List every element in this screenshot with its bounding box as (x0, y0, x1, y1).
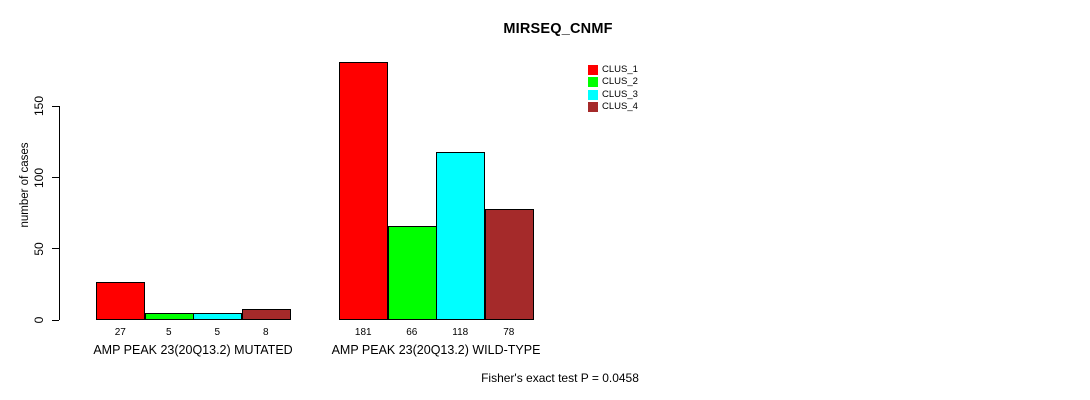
y-axis-title: number of cases (19, 142, 31, 228)
legend-label: CLUS_1 (602, 64, 638, 75)
legend-item-clus_1: CLUS_1 (588, 65, 638, 75)
bar-value-label: 78 (503, 327, 515, 338)
fisher-test-annotation: Fisher's exact test P = 0.0458 (481, 371, 639, 385)
y-axis-tick-label: 150 (32, 96, 46, 117)
bar-value-label: 118 (452, 327, 469, 338)
legend-item-clus_3: CLUS_3 (588, 88, 638, 100)
bar-value-label: 5 (214, 327, 221, 338)
legend-item-clus_2: CLUS_2 (588, 76, 638, 88)
y-axis-tick (52, 177, 59, 179)
bar-clus_4-group2 (484, 208, 534, 320)
legend-swatch-clus_2 (588, 77, 598, 88)
bar-clus_1-group1 (96, 281, 145, 320)
y-axis-line (59, 106, 60, 320)
bar-clus_2-group1 (144, 312, 194, 320)
legend-swatch-clus_1 (588, 65, 598, 75)
legend-label: CLUS_3 (602, 88, 638, 100)
y-axis-tick (52, 248, 59, 250)
bar-clus_2-group2 (387, 226, 437, 320)
legend-swatch-clus_4 (588, 102, 598, 113)
y-axis-tick-label: 100 (32, 167, 46, 188)
legend-swatch-clus_3 (588, 89, 598, 100)
y-axis-tick-label: 0 (32, 316, 46, 324)
legend: CLUS_1 CLUS_2 CLUS_3 CLUS_4 (588, 65, 638, 115)
bar-value-label: 27 (114, 327, 126, 338)
legend-item-clus_4: CLUS_4 (588, 101, 638, 113)
bar-value-label: 181 (354, 327, 372, 338)
bar-clus_4-group1 (241, 308, 291, 320)
bar-clus_3-group2 (436, 151, 485, 320)
y-axis-tick-label: 50 (32, 242, 46, 256)
legend-label: CLUS_4 (602, 101, 638, 113)
legend-label: CLUS_2 (602, 76, 638, 88)
category-label: AMP PEAK 23(20Q13.2) WILD-TYPE (331, 343, 541, 357)
chart-title: MIRSEQ_CNMF (503, 21, 613, 37)
bar-clus_3-group1 (193, 312, 242, 320)
bar-value-label: 8 (262, 327, 269, 338)
bar-value-label: 5 (165, 327, 172, 338)
bar-value-label: 66 (406, 327, 418, 338)
y-axis-tick (52, 319, 59, 321)
bar-clus_1-group2 (339, 62, 388, 320)
y-axis-tick (52, 105, 59, 107)
category-label: AMP PEAK 23(20Q13.2) MUTATED (93, 343, 293, 357)
